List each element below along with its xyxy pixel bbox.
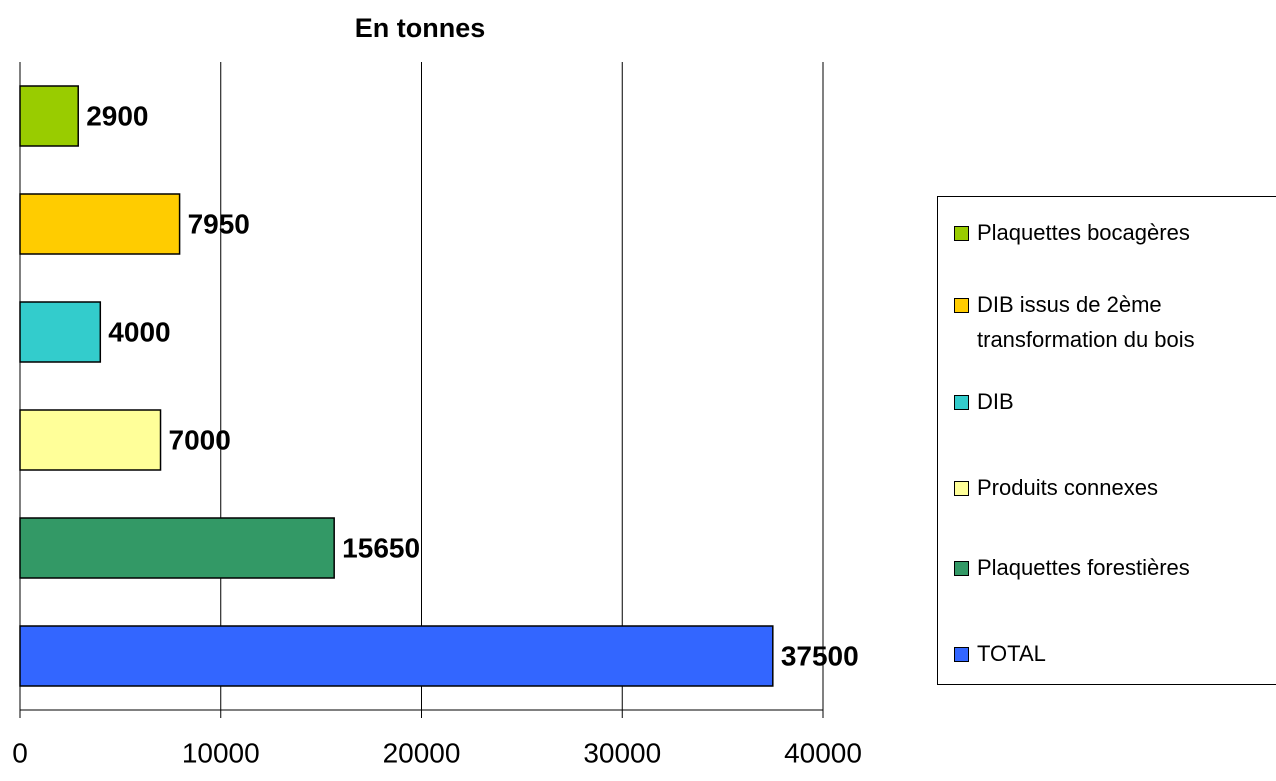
- legend-swatch: [954, 226, 969, 241]
- chart-title: En tonnes: [355, 13, 486, 43]
- legend-label: TOTAL: [977, 640, 1046, 666]
- legend-entry: DIB issus de 2ème transformation du bois: [954, 287, 1274, 357]
- bar: [19, 625, 774, 687]
- chart: En tonnes 0 10000 20000 30000 40000 2900 7950 4…: [12, 13, 862, 768]
- bar: [19, 85, 79, 147]
- legend-entry: Plaquettes bocagères: [954, 215, 1274, 250]
- data-label: 7000: [169, 424, 231, 455]
- x-tick-label: 20000: [383, 737, 461, 768]
- data-label: 2900: [86, 100, 148, 131]
- bar: [19, 517, 335, 579]
- legend-label: DIB issus de 2ème transformation du bois: [977, 292, 1195, 353]
- bar: [19, 193, 181, 255]
- legend-entry: DIB: [954, 384, 1274, 419]
- legend: Plaquettes bocagères DIB issus de 2ème tr…: [937, 196, 1276, 685]
- legend-entry: TOTAL: [954, 636, 1274, 671]
- bar: [19, 409, 162, 471]
- x-tick-label: 10000: [182, 737, 260, 768]
- legend-label: DIB: [977, 389, 1014, 415]
- legend-label: Plaquettes forestières: [977, 554, 1190, 580]
- legend-label: Plaquettes bocagères: [977, 220, 1190, 245]
- bar: [19, 301, 102, 363]
- legend-entry: Plaquettes forestières: [954, 550, 1274, 585]
- x-tick-label: 0: [12, 737, 28, 768]
- legend-label: Produits connexes: [977, 475, 1158, 501]
- data-label: 37500: [781, 640, 859, 671]
- x-tick-label: 40000: [784, 737, 862, 768]
- legend-entry: Produits connexes: [954, 470, 1274, 505]
- legend-swatch: [954, 560, 969, 576]
- legend-swatch: [954, 395, 969, 411]
- x-tick-label: 30000: [583, 737, 661, 768]
- legend-swatch: [954, 481, 969, 497]
- legend-swatch: [954, 298, 969, 314]
- data-label: 7950: [188, 208, 250, 239]
- data-label: 15650: [342, 532, 420, 563]
- data-label: 4000: [108, 316, 170, 347]
- legend-swatch: [954, 646, 969, 662]
